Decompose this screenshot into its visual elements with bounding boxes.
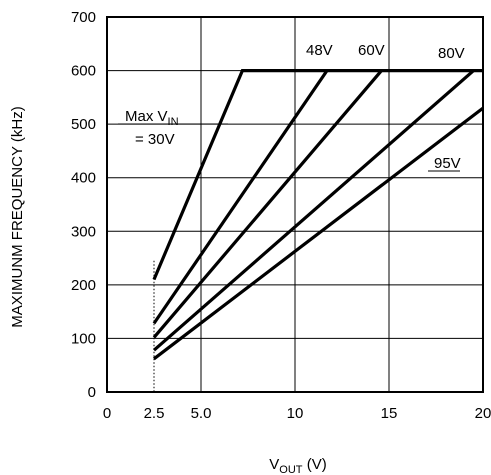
svg-text:80V: 80V <box>438 45 465 62</box>
x-tick-labels: 0 2.5 5.0 10 15 20 <box>103 405 491 422</box>
x-tick-label-10: 10 <box>287 405 304 422</box>
x-tick-label-2-5: 2.5 <box>144 405 165 422</box>
svg-text:95V: 95V <box>434 155 461 172</box>
y-tick-label-100: 100 <box>71 330 96 347</box>
series-line-2 <box>152 69 383 339</box>
svg-text:48V: 48V <box>306 42 333 59</box>
x-tick-label-5: 5.0 <box>191 405 212 422</box>
svg-text:60V: 60V <box>358 42 385 59</box>
y-axis-title: MAXIMUNM FREQUENCY (kHz) <box>9 106 26 327</box>
svg-text:= 30V: = 30V <box>135 131 175 148</box>
y-tick-label-700: 700 <box>71 9 96 26</box>
y-tick-label-300: 300 <box>71 223 96 240</box>
series-label-80v: 80V <box>438 45 465 62</box>
y-tick-label-600: 600 <box>71 63 96 80</box>
x-axis-title: VOUT (V) <box>269 456 326 475</box>
plot-frame <box>106 16 484 393</box>
series-line-3 <box>152 69 475 352</box>
y-tick-label-400: 400 <box>71 170 96 187</box>
y-tick-label-200: 200 <box>71 277 96 294</box>
series-line-4 <box>153 106 484 361</box>
series-line-1 <box>152 69 329 325</box>
x-tick-label-20: 20 <box>475 405 491 422</box>
series-lines <box>152 68 484 361</box>
svg-text:Max VIN: Max VIN <box>125 108 179 128</box>
y-tick-label-0: 0 <box>88 384 96 401</box>
series-label-60v: 60V <box>358 42 385 59</box>
x-tick-label-0: 0 <box>103 405 111 422</box>
series-line-0 <box>152 68 483 281</box>
series-label-48v: 48V <box>306 42 333 59</box>
y-tick-labels: 0 100 200 300 400 500 600 700 <box>71 9 96 401</box>
series-label-max-vin-30v: Max VIN = 30V <box>118 108 228 148</box>
series-label-95v: 95V <box>428 155 461 172</box>
x-tick-label-15: 15 <box>381 405 398 422</box>
y-tick-label-500: 500 <box>71 116 96 133</box>
grid <box>107 16 483 393</box>
